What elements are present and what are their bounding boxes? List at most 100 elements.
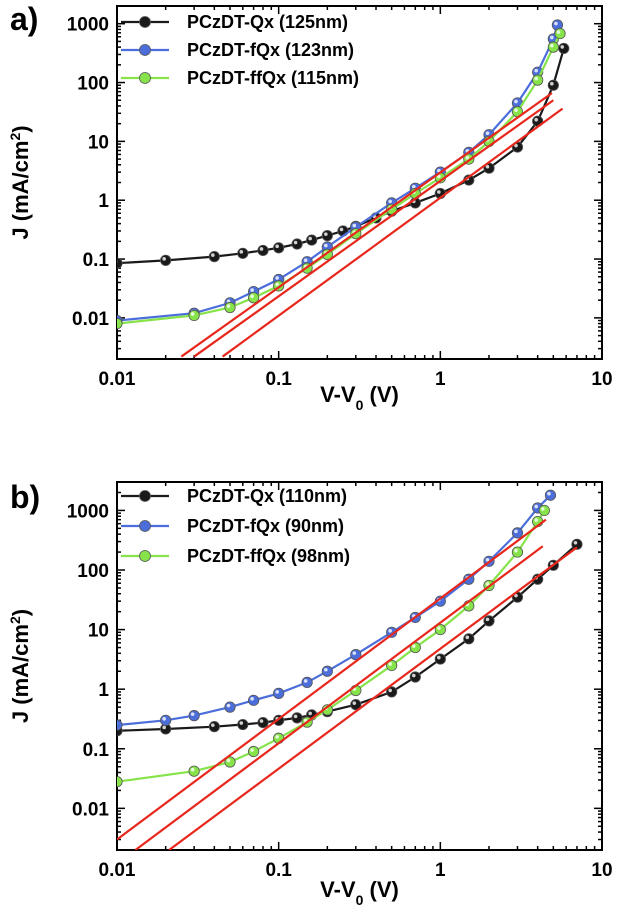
- legend-marker: [139, 16, 151, 28]
- y-tick-label: 1: [98, 680, 109, 701]
- data-point-highlight: [117, 722, 118, 725]
- legend-marker: [139, 490, 151, 502]
- y-tick-label: 0.01: [72, 799, 109, 820]
- data-point-highlight: [117, 260, 118, 263]
- y-tick-label: 1: [98, 191, 109, 212]
- data-point: [301, 676, 313, 688]
- data-point-highlight: [465, 635, 470, 640]
- data-point-highlight: [437, 168, 441, 173]
- data-point: [188, 309, 200, 322]
- data-point: [237, 247, 249, 259]
- data-point: [273, 242, 285, 254]
- legend-marker: [139, 550, 151, 562]
- data-point-highlight: [388, 629, 392, 633]
- data-point: [224, 301, 236, 314]
- x-tick-label: 0.1: [265, 369, 292, 390]
- data-point-highlight: [550, 81, 554, 86]
- y-axis-title: J (mA/cm2): [7, 609, 33, 723]
- data-point-highlight: [534, 76, 538, 81]
- data-point-highlight: [117, 321, 118, 324]
- data-point: [248, 694, 260, 706]
- data-point-highlight: [239, 250, 244, 254]
- data-point: [291, 712, 303, 724]
- data-point-highlight: [388, 662, 392, 666]
- fit-line-2: [221, 107, 564, 358]
- data-point-highlight: [411, 184, 416, 189]
- data-point-highlight: [550, 43, 554, 48]
- data-point-highlight: [250, 294, 254, 299]
- data-point-highlight: [239, 721, 244, 725]
- data-point: [544, 489, 557, 501]
- data-point: [273, 687, 285, 699]
- data-point-highlight: [352, 701, 357, 705]
- data-point-highlight: [485, 131, 490, 135]
- data-point: [188, 710, 200, 722]
- x-axis-title: V-V0 (V): [320, 877, 399, 908]
- panel-label: a): [10, 1, 38, 37]
- data-point-highlight: [556, 30, 561, 34]
- y-tick-label: 0.1: [83, 250, 110, 271]
- data-point: [224, 701, 236, 713]
- data-point: [321, 665, 333, 677]
- legend-label: PCzDT-Qx (125nm): [187, 12, 348, 32]
- data-point-highlight: [514, 548, 518, 553]
- x-tick-label: 0.01: [99, 369, 136, 390]
- data-point-highlight: [275, 734, 279, 739]
- data-point: [554, 27, 566, 40]
- data-point-highlight: [293, 714, 298, 719]
- x-tick-label: 10: [591, 369, 612, 390]
- y-tick-label: 1000: [67, 15, 109, 36]
- data-point-highlight: [485, 582, 490, 586]
- legend-label: PCzDT-ffQx (115nm): [187, 68, 359, 88]
- fit-line-2: [134, 545, 544, 850]
- data-point-highlight: [339, 227, 344, 232]
- data-point: [117, 719, 123, 731]
- data-point-highlight: [560, 45, 565, 49]
- data-point-highlight: [162, 717, 166, 721]
- data-point: [538, 504, 550, 517]
- y-tick-label: 0.01: [72, 309, 109, 330]
- plot-frame: [116, 481, 603, 851]
- data-point: [257, 244, 269, 257]
- data-point: [237, 718, 249, 731]
- data-point-highlight: [352, 651, 357, 655]
- legend-marker: [139, 72, 151, 84]
- data-point-highlight: [324, 667, 328, 672]
- data-point-highlight: [573, 541, 578, 545]
- legend-label: PCzDT-fQx (123nm): [187, 40, 354, 60]
- data-point: [511, 546, 524, 558]
- data-point: [547, 41, 559, 53]
- y-tick-label: 0.1: [83, 740, 110, 761]
- chart-panel-1: 0.01 0.1 1 10 0.01 0.1 1 10 100 1000 V-V0 (V) J (mA…: [7, 1, 613, 413]
- legend-label: PCzDT-Qx (110nm): [187, 486, 347, 506]
- data-point-highlight: [275, 282, 279, 287]
- data-point: [409, 671, 421, 683]
- data-point-highlight: [324, 232, 328, 236]
- x-tick-label: 10: [591, 860, 612, 881]
- data-point-highlight: [388, 688, 392, 693]
- data-point: [208, 721, 220, 733]
- data-point-highlight: [514, 99, 518, 104]
- data-point-highlight: [324, 243, 328, 248]
- data-point: [463, 633, 475, 645]
- data-point: [160, 254, 172, 266]
- data-point-highlight: [437, 655, 441, 660]
- x-tick-label: 0.1: [265, 860, 292, 881]
- y-tick-label: 10: [88, 621, 109, 642]
- data-point-highlight: [541, 507, 545, 511]
- legend-label: PCzDT-ffQx (98nm): [187, 546, 350, 566]
- data-point-highlight: [303, 679, 308, 683]
- x-tick-label: 0.01: [99, 860, 136, 881]
- y-tick-label: 1000: [67, 501, 109, 522]
- data-point: [558, 42, 570, 55]
- data-point-highlight: [117, 779, 118, 782]
- data-layer: [117, 19, 570, 358]
- data-point-highlight: [250, 288, 254, 292]
- legend-label: PCzDT-fQx (90nm): [187, 516, 344, 536]
- data-point: [547, 79, 559, 91]
- data-point-highlight: [211, 723, 215, 727]
- fit-line-3: [168, 546, 578, 850]
- data-point: [117, 257, 123, 269]
- data-point-highlight: [226, 758, 231, 763]
